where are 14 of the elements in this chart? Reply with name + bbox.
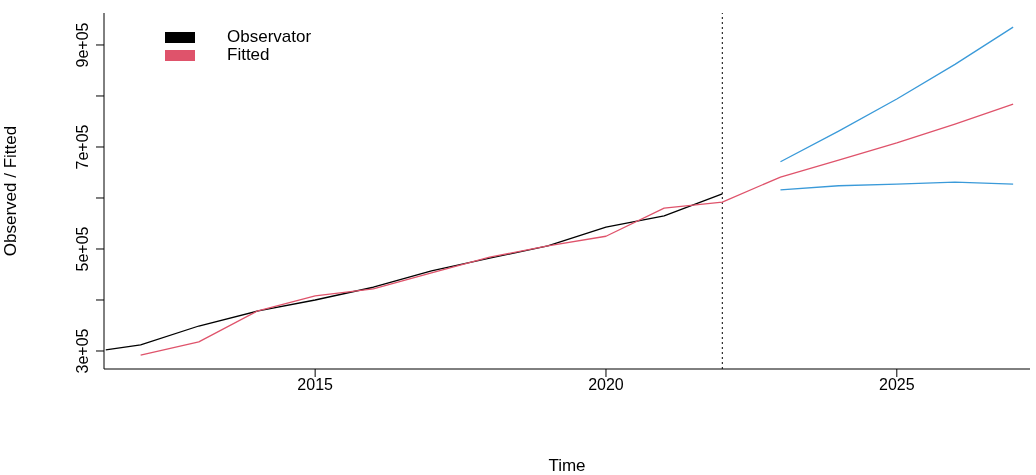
line-series: [139, 103, 1014, 356]
x-tick-label: 2020: [588, 376, 624, 394]
x-tick-label: 2025: [879, 376, 915, 394]
legend-label: Observator: [227, 27, 312, 46]
line-series: [779, 26, 1014, 163]
line-series: [779, 181, 1014, 191]
y-tick-label: 9e+05: [74, 22, 91, 68]
legend-label: Fitted: [227, 45, 270, 64]
x-tick-label: 2015: [297, 376, 334, 394]
x-axis-title: Time: [548, 456, 586, 475]
y-tick-label: 7e+05: [74, 124, 91, 170]
y-axis-title: Observed / Fitted: [1, 125, 21, 257]
y-tick-label: 3e+05: [74, 328, 91, 374]
y-tick-label: 5e+05: [74, 226, 91, 272]
